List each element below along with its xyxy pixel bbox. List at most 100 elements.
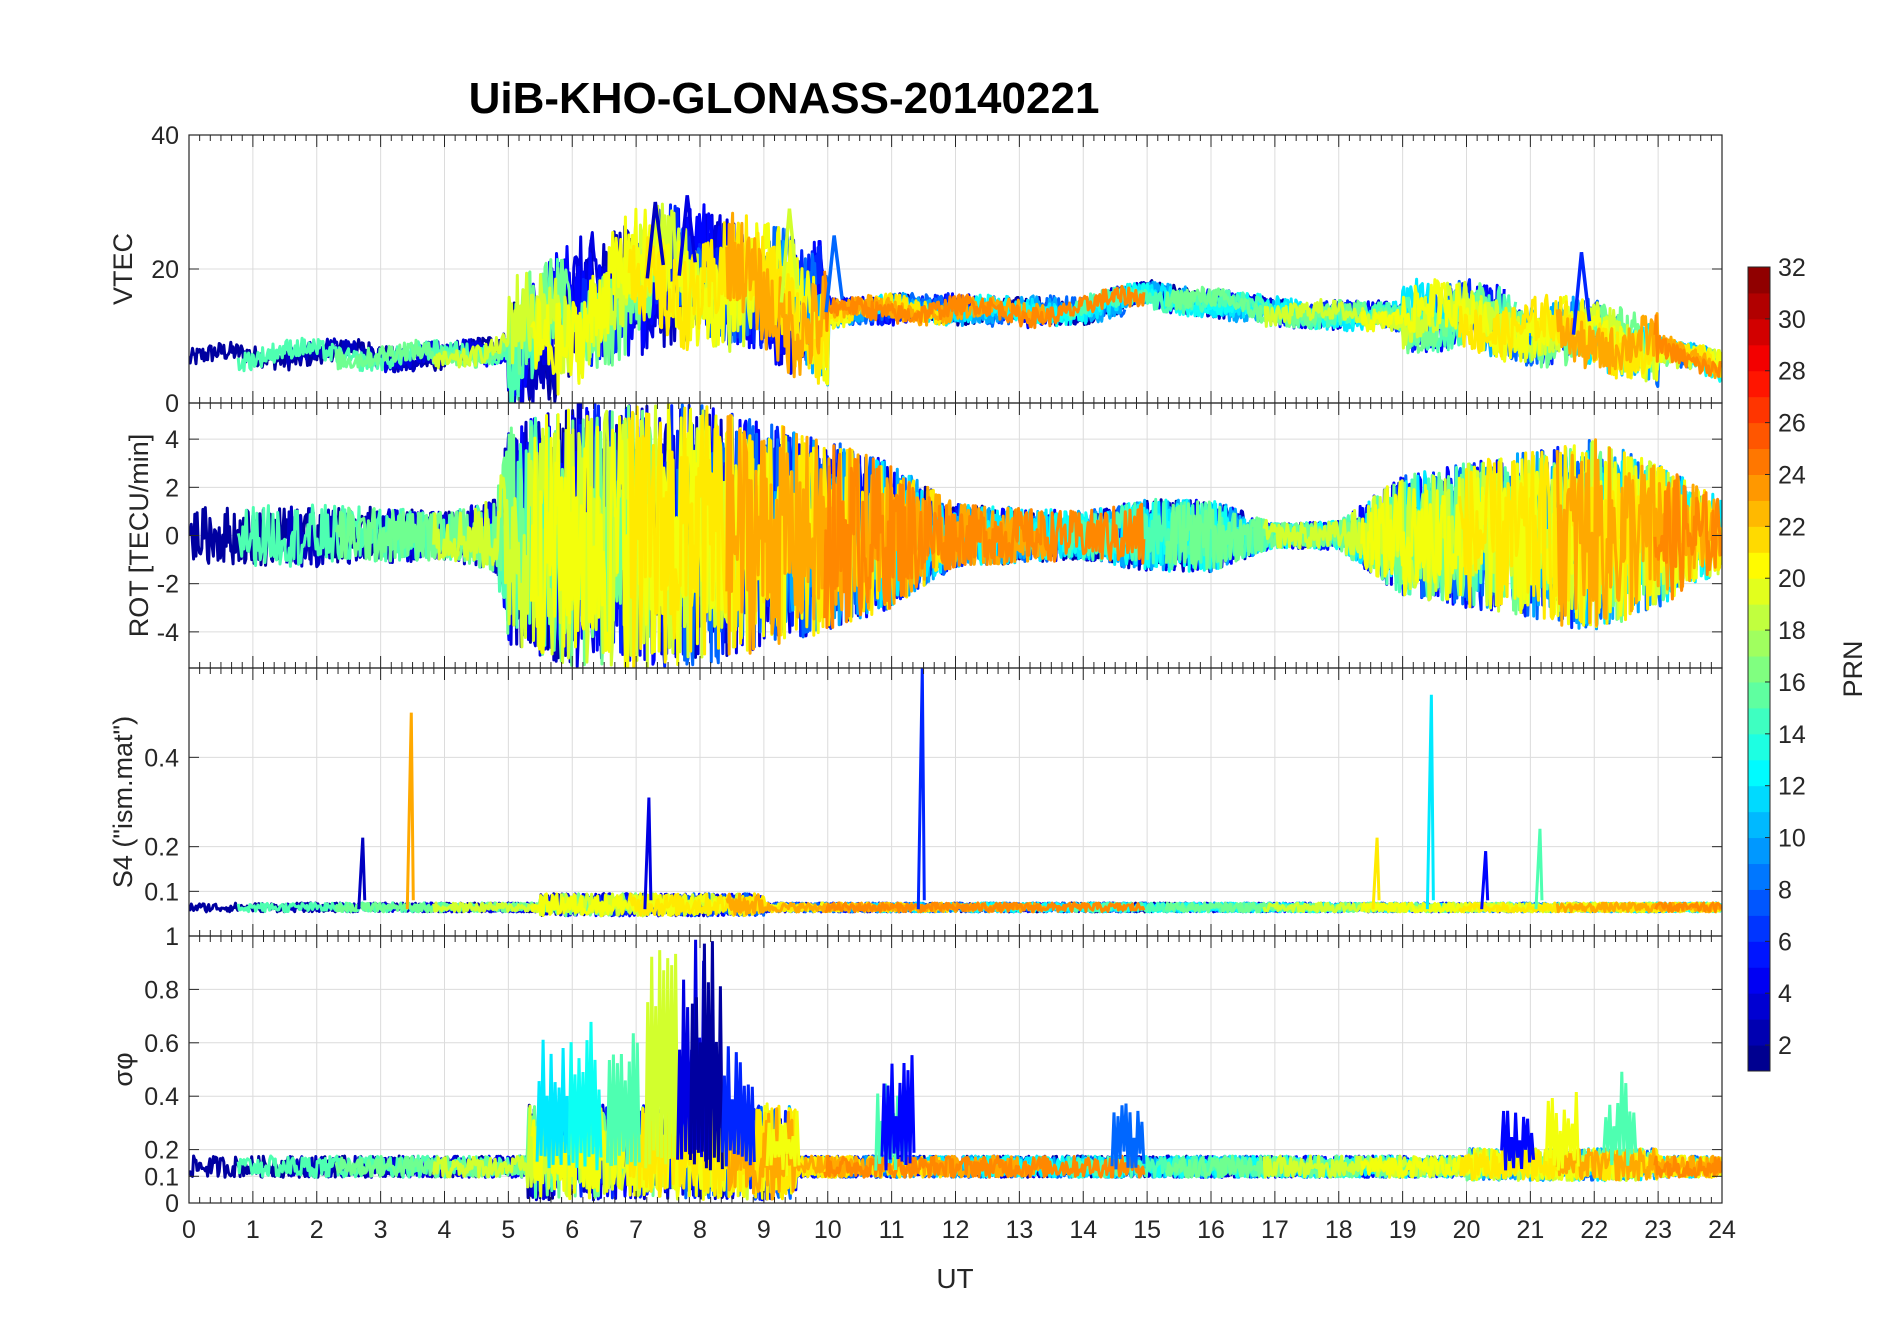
colorbar-tick-label: 30 bbox=[1778, 306, 1806, 334]
y-axis-label-rot: ROT [TECU/min] bbox=[124, 434, 154, 638]
colorbar-segment bbox=[1748, 448, 1770, 475]
y-tick-label: 0.2 bbox=[144, 834, 179, 862]
series-line-prn-20 bbox=[530, 207, 853, 396]
y-tick-label: 0 bbox=[165, 523, 179, 551]
series-line-prn-20 bbox=[1360, 444, 1722, 628]
series-line-prn-24 bbox=[824, 901, 1146, 914]
y-tick-label: 0 bbox=[165, 1190, 179, 1218]
y-axis-label-s4: S4 ("ism.mat") bbox=[108, 716, 138, 888]
colorbar-segment bbox=[1748, 370, 1770, 398]
colorbar-tick-label: 2 bbox=[1778, 1032, 1792, 1060]
colorbar-segment bbox=[1748, 785, 1770, 813]
sigma-burst bbox=[1500, 1110, 1536, 1171]
colorbar-segment bbox=[1748, 915, 1770, 942]
x-tick-label: 21 bbox=[1516, 1216, 1544, 1244]
x-tick-label: 4 bbox=[438, 1216, 452, 1244]
colorbar-tick-label: 10 bbox=[1778, 825, 1806, 853]
vtec-peak bbox=[645, 201, 666, 279]
series-line-prn-24 bbox=[1653, 314, 1722, 378]
panel-vtec: 0 20 40 VTEC bbox=[108, 122, 1723, 418]
colorbar-segment bbox=[1748, 1019, 1770, 1046]
colorbar-segment bbox=[1748, 733, 1770, 761]
sigma-burst bbox=[720, 1046, 756, 1167]
vtec-peak bbox=[677, 195, 697, 276]
y-tick-label: -4 bbox=[157, 619, 179, 647]
x-tick-label: 2 bbox=[310, 1216, 324, 1244]
colorbar-tick-label: 18 bbox=[1778, 617, 1806, 645]
colorbar-segment bbox=[1748, 889, 1770, 916]
sigma-burst bbox=[567, 1021, 603, 1171]
s4-spike bbox=[405, 712, 415, 910]
series-line-prn-23 bbox=[1555, 1147, 1722, 1182]
colorbar-segment bbox=[1748, 941, 1770, 968]
colorbar-tick-label: 12 bbox=[1778, 773, 1806, 801]
sigma-burst bbox=[688, 941, 724, 1171]
vtec-peak bbox=[779, 208, 800, 303]
sigma-burst bbox=[1602, 1071, 1638, 1166]
x-tick-label: 1 bbox=[246, 1216, 260, 1244]
series-line-prn-23 bbox=[725, 211, 1048, 379]
x-tick-label: 15 bbox=[1133, 1216, 1161, 1244]
sigma-burst bbox=[535, 1039, 571, 1169]
colorbar-segment bbox=[1748, 292, 1770, 320]
colorbar-segment bbox=[1748, 811, 1770, 839]
colorbar-segment bbox=[1748, 267, 1770, 294]
series-line-prn-24 bbox=[1653, 1155, 1722, 1179]
colorbar-tick-label: 26 bbox=[1778, 410, 1806, 438]
s4-spike bbox=[1425, 694, 1435, 910]
x-tick-label: 9 bbox=[757, 1216, 771, 1244]
series-line-prn-24 bbox=[823, 270, 1146, 332]
colorbar-segment bbox=[1748, 681, 1770, 709]
colorbar-segment bbox=[1748, 422, 1770, 450]
colorbar-tick-label: 24 bbox=[1778, 461, 1806, 489]
x-tick-label: 12 bbox=[942, 1216, 970, 1244]
colorbar-tick-label: 20 bbox=[1778, 565, 1806, 593]
series-line-prn-16 bbox=[334, 404, 657, 667]
colorbar-segment bbox=[1748, 578, 1770, 605]
panel-sigma_phi: 00.10.2 0.4 0.6 0.8 1 σφ bbox=[108, 923, 1723, 1218]
x-tick-label: 5 bbox=[501, 1216, 515, 1244]
chart-title: UiB-KHO-GLONASS-20140221 bbox=[469, 74, 1100, 123]
x-tick-label: 7 bbox=[629, 1216, 643, 1244]
colorbar-segment bbox=[1748, 396, 1770, 424]
colorbar-segment bbox=[1748, 656, 1770, 683]
colorbar-segment bbox=[1748, 1045, 1770, 1072]
colorbar-segment bbox=[1748, 993, 1770, 1020]
series-lines-rot bbox=[189, 403, 1722, 668]
y-axis-label-sigma_phi: σφ bbox=[108, 1052, 138, 1086]
colorbar-segment bbox=[1748, 500, 1770, 527]
colorbar-segment bbox=[1748, 344, 1770, 372]
x-tick-label: 22 bbox=[1580, 1216, 1608, 1244]
s4-spike bbox=[643, 797, 653, 910]
x-axis-label: UT bbox=[936, 1263, 973, 1294]
y-tick-label: 0.1 bbox=[144, 878, 179, 906]
s4-spike bbox=[1371, 837, 1381, 910]
colorbar-tick-label: 4 bbox=[1778, 980, 1792, 1008]
x-tick-label: 8 bbox=[693, 1216, 707, 1244]
series-lines-s4 bbox=[189, 668, 1722, 918]
x-tick-label: 6 bbox=[565, 1216, 579, 1244]
colorbar-tick-label: 8 bbox=[1778, 876, 1792, 904]
y-tick-label: 1 bbox=[165, 923, 179, 951]
s4-spike bbox=[1534, 828, 1544, 910]
sigma-burst bbox=[880, 1055, 916, 1171]
y-tick-label: 0.2 bbox=[144, 1137, 179, 1165]
x-tick-label: 23 bbox=[1644, 1216, 1672, 1244]
sigma-burst bbox=[605, 1033, 641, 1167]
series-lines-sigma_phi bbox=[189, 939, 1722, 1202]
series-line-prn-24 bbox=[1654, 901, 1722, 914]
series-line-prn-24 bbox=[823, 444, 1146, 629]
series-lines-vtec bbox=[189, 195, 1722, 403]
colorbar-segment bbox=[1748, 759, 1770, 787]
colorbar-segment bbox=[1748, 552, 1770, 579]
y-tick-label: 0 bbox=[165, 390, 179, 418]
colorbar-segment bbox=[1748, 630, 1770, 657]
colorbar-tick-label: 6 bbox=[1778, 928, 1792, 956]
x-tick-label: 16 bbox=[1197, 1216, 1225, 1244]
colorbar-segment bbox=[1748, 863, 1770, 890]
x-tick-label: 17 bbox=[1261, 1216, 1289, 1244]
x-tick-label: 3 bbox=[374, 1216, 388, 1244]
panel-rot: -4 -2 0 2 4 ROT [TECU/min] bbox=[124, 402, 1723, 669]
